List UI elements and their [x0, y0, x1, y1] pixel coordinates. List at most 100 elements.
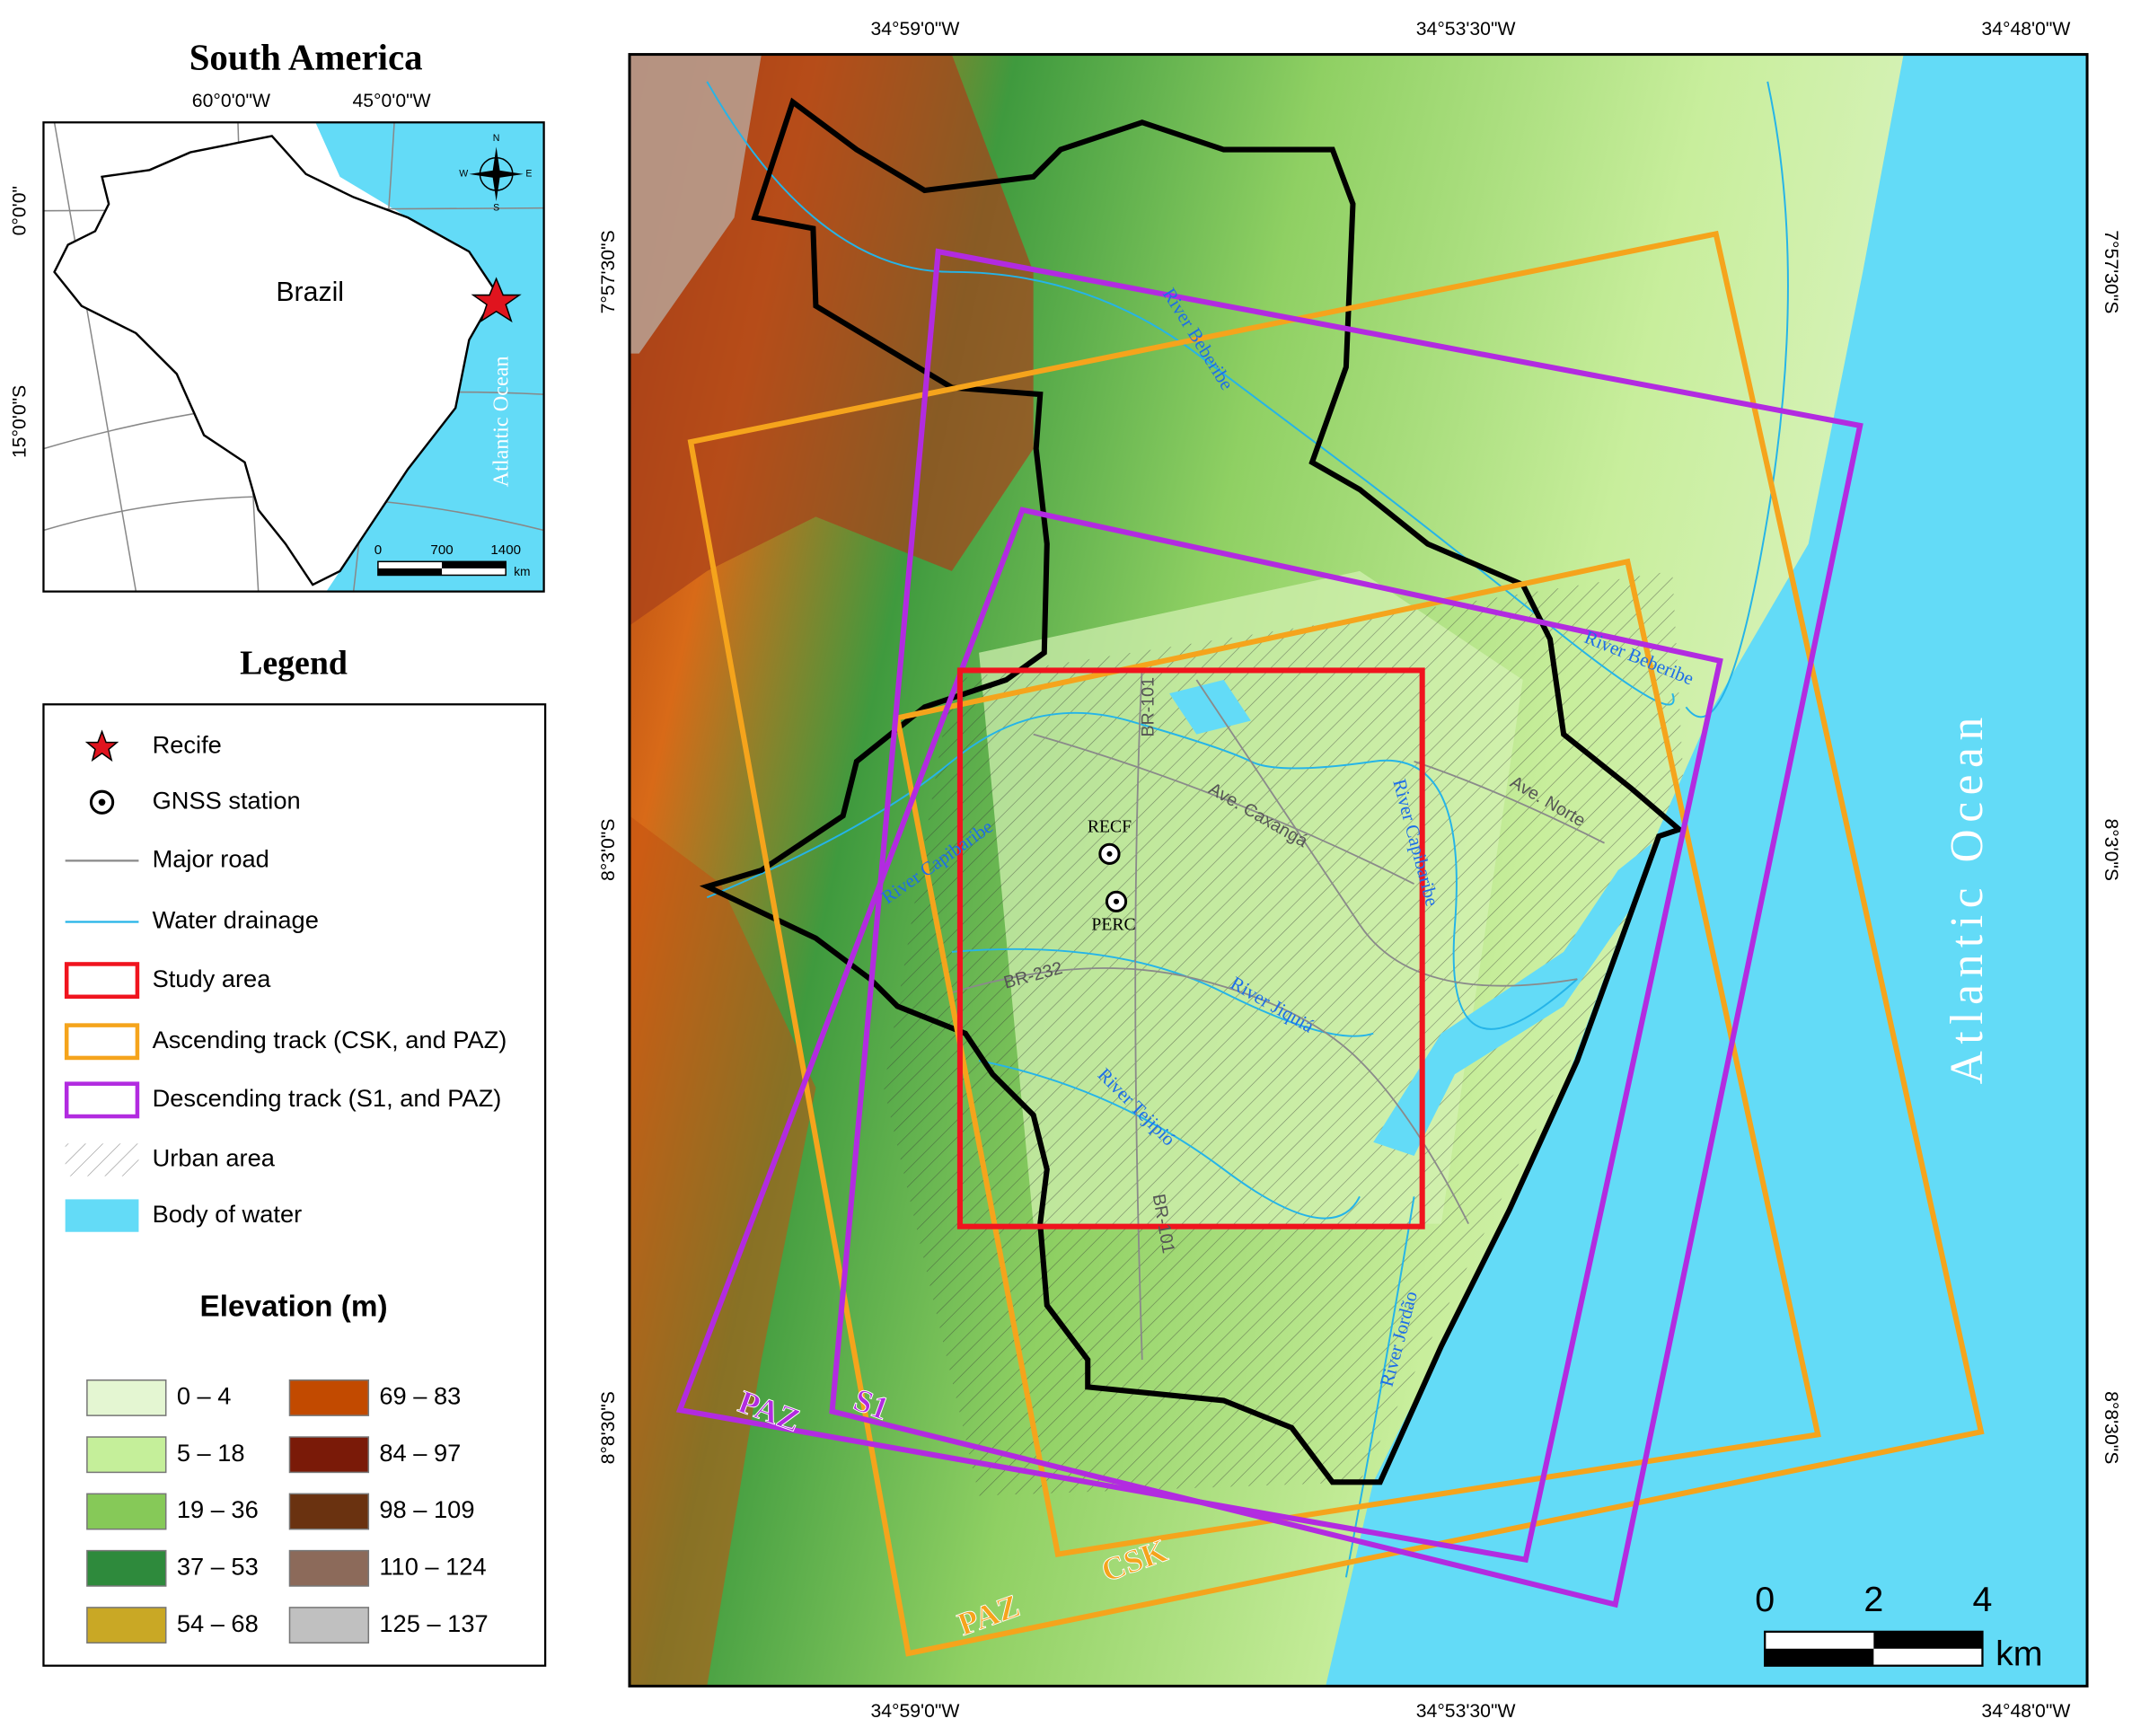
water-body — [1169, 680, 1652, 1156]
bottom-label: 34°53'30"W — [1416, 1701, 1516, 1722]
compass-label: N — [493, 133, 500, 144]
elevation-label: 0 – 4 — [177, 1382, 232, 1410]
symbol-urban — [65, 1143, 139, 1176]
main-map — [628, 53, 2089, 1688]
elevation-label: 37 – 53 — [177, 1553, 259, 1581]
inset-title: South America — [189, 38, 423, 78]
station-label: PERC — [1091, 915, 1135, 935]
compass-label: E — [525, 169, 532, 180]
left-label: 8°3'0"S — [598, 819, 619, 882]
elevation-label: 5 – 18 — [177, 1439, 245, 1467]
descending-track — [675, 507, 1723, 1564]
symbol-descending — [64, 1081, 140, 1119]
elevation-label: 54 – 68 — [177, 1609, 259, 1637]
elevation-swatch — [288, 1379, 370, 1416]
elevation-swatch — [288, 1607, 370, 1644]
map-frame — [628, 53, 2089, 1688]
elevation-swatch — [86, 1493, 167, 1530]
top-label: 34°59'0"W — [870, 19, 959, 40]
scale-label: 4 — [1973, 1580, 1993, 1619]
elevation-swatch — [86, 1436, 167, 1474]
study-area — [956, 667, 1425, 1229]
ocean — [1326, 54, 2088, 1687]
right-label: 8°8'30"S — [2101, 1391, 2121, 1464]
legend-label: Ascending track (CSK, and PAZ) — [153, 1026, 507, 1053]
scale-unit: km — [1995, 1634, 2042, 1673]
terrain-peak — [629, 54, 762, 354]
scale-label: 0 — [1755, 1580, 1775, 1619]
legend-label: Major road — [153, 845, 269, 873]
compass — [469, 146, 524, 202]
scale-label: 2 — [1863, 1580, 1883, 1619]
elevation-swatch — [288, 1493, 370, 1530]
terrain-west — [629, 815, 816, 1687]
right-label: 7°57'30"S — [2101, 230, 2121, 313]
inset-x-label: 60°0'0"W — [192, 91, 270, 111]
scale-bar — [1765, 1648, 1874, 1666]
elevation-swatch — [86, 1379, 167, 1416]
legend-label: Study area — [153, 965, 272, 992]
elevation-label: 98 – 109 — [379, 1495, 474, 1523]
descending-track — [829, 248, 1863, 1608]
legend-title: Legend — [240, 645, 348, 683]
symbol-study — [64, 962, 140, 1000]
inset-scale-label: 0 — [374, 542, 382, 558]
elevation-label: 84 – 97 — [379, 1439, 461, 1467]
symbol-water — [65, 1199, 139, 1232]
legend-label: Recife — [153, 730, 222, 758]
scale-bar — [1873, 1631, 1983, 1649]
bottom-label: 34°59'0"W — [870, 1701, 959, 1722]
legend-symbols — [64, 729, 140, 1232]
gnss-stations — [1098, 842, 1128, 912]
left-label: 7°57'30"S — [598, 230, 619, 313]
inset-scale-bar — [442, 561, 507, 568]
recife-star — [471, 277, 522, 323]
elevation-swatch — [288, 1436, 370, 1474]
country-label: Brazil — [276, 278, 344, 307]
legend-label: Urban area — [153, 1144, 276, 1172]
inset-scale-unit: km — [514, 565, 530, 578]
bottom-label: 34°48'0"W — [1981, 1701, 2070, 1722]
inset-map — [42, 121, 545, 593]
top-label: 34°48'0"W — [1981, 19, 2070, 40]
symbol-ascending — [64, 1023, 140, 1061]
elevation-label: 69 – 83 — [379, 1382, 461, 1410]
road-label: BR-101 — [1139, 677, 1159, 737]
elevation-swatch — [86, 1607, 167, 1644]
municipal-boundary — [699, 97, 1685, 1485]
elevation-swatch — [288, 1549, 370, 1587]
symbol-star — [84, 729, 119, 762]
inset-y-label: 15°0'0"S — [9, 385, 30, 458]
symbol-gnss — [98, 798, 106, 806]
station-label: RECF — [1088, 817, 1132, 837]
compass-label: S — [493, 202, 499, 213]
urban-area — [884, 570, 1687, 1496]
ascending-track — [687, 230, 1985, 1657]
inset-scale-bar — [377, 568, 443, 576]
ascending-track — [894, 558, 1821, 1558]
left-label: 8°8'30"S — [598, 1391, 619, 1464]
brazil — [53, 135, 498, 586]
legend-label: Descending track (S1, and PAZ) — [153, 1084, 502, 1112]
right-label: 8°3'0"S — [2101, 819, 2121, 882]
elevation-label: 110 – 124 — [379, 1553, 486, 1581]
compass-label: W — [459, 169, 468, 180]
legend-label: Water drainage — [153, 906, 319, 934]
inset-y-label: 0°0'0" — [9, 186, 30, 235]
elevation-label: 125 – 137 — [379, 1609, 488, 1637]
inset-scale-label: 1400 — [490, 542, 521, 558]
inset-ocean-label: Atlantic Ocean — [489, 356, 514, 487]
inset-x-label: 45°0'0"W — [352, 91, 430, 111]
elevation-label: 19 – 36 — [177, 1495, 259, 1523]
elevation-title: Elevation (m) — [199, 1290, 387, 1323]
legend-label: GNSS station — [153, 786, 301, 814]
inset-frame — [42, 121, 545, 593]
ocean-label: Atlantic Ocean — [1942, 710, 1993, 1084]
legend-label: Body of water — [153, 1200, 303, 1228]
top-label: 34°53'30"W — [1416, 19, 1516, 40]
inset-scale-label: 700 — [430, 542, 453, 558]
elevation-swatch — [86, 1549, 167, 1587]
roads — [951, 665, 1605, 1361]
